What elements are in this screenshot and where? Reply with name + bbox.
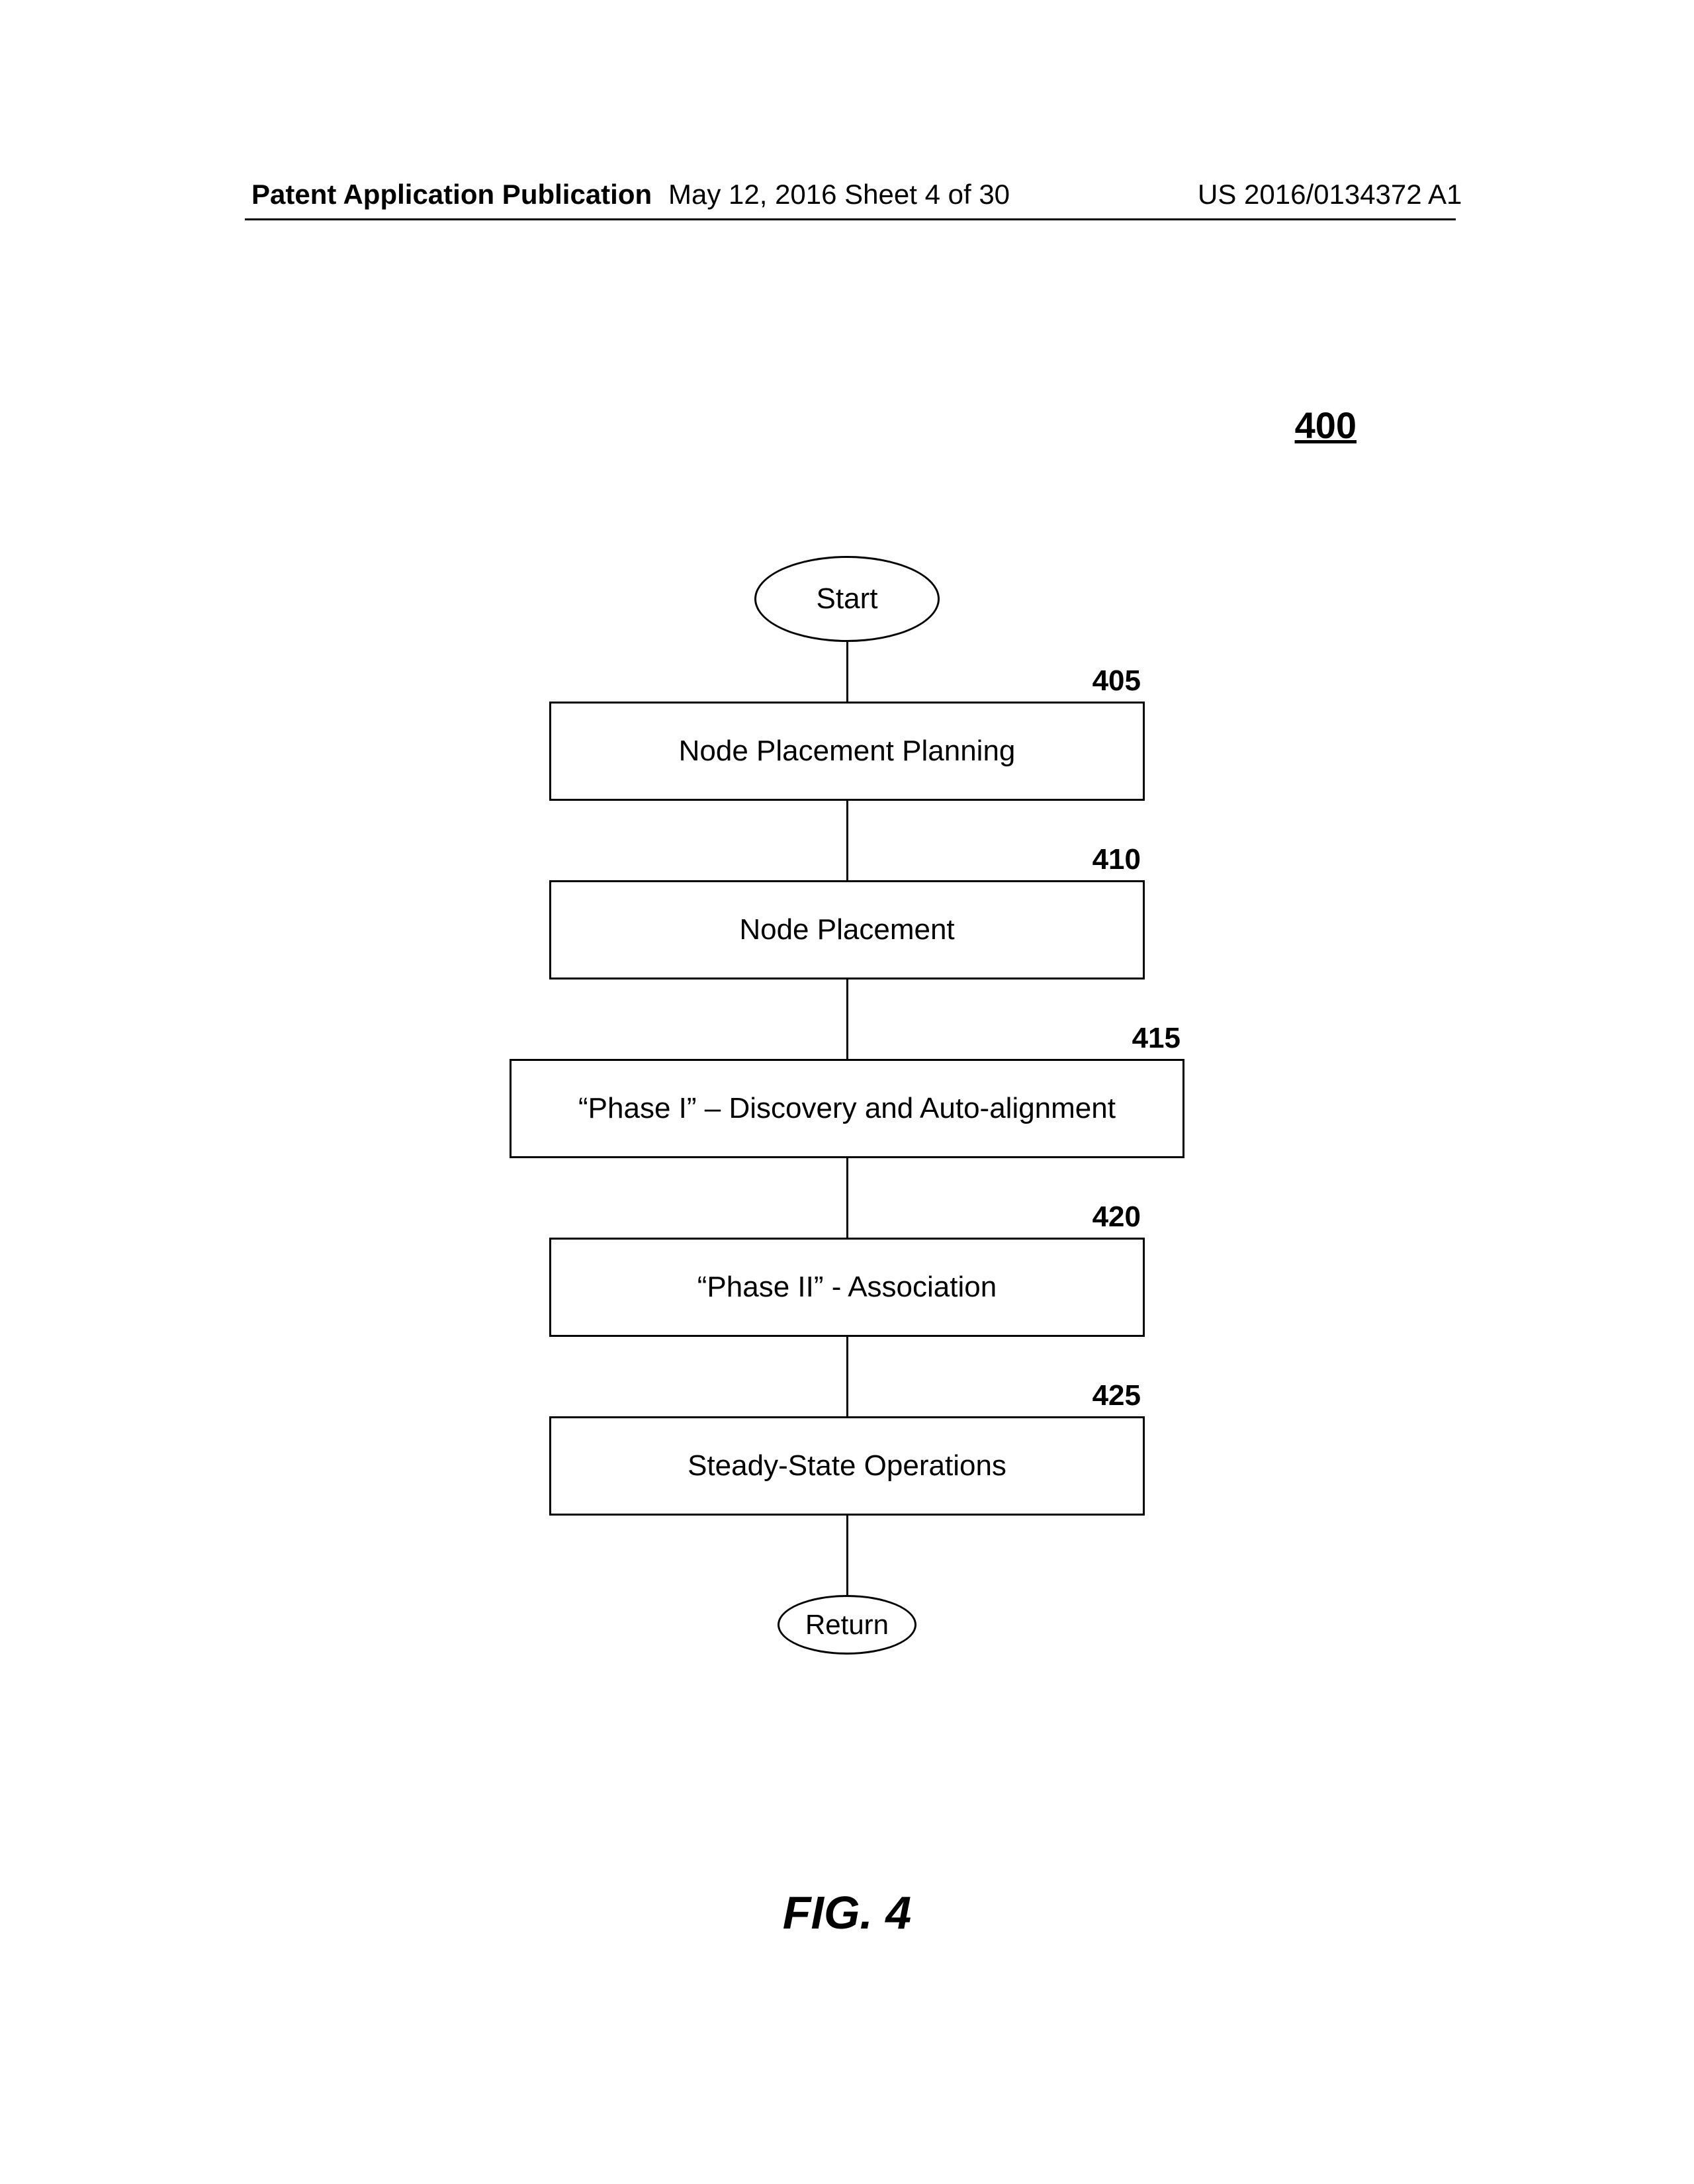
step-reference-label: 425 xyxy=(1092,1379,1141,1412)
step-reference-label: 405 xyxy=(1092,664,1141,698)
connector xyxy=(846,1337,848,1416)
step-reference-label: 420 xyxy=(1092,1201,1141,1234)
header-pub-number: US 2016/0134372 A1 xyxy=(1198,179,1462,210)
flowchart: Start405Node Placement Planning410Node P… xyxy=(510,556,1184,1655)
connector xyxy=(846,1516,848,1595)
connector xyxy=(846,1158,848,1238)
header-divider xyxy=(245,218,1456,220)
process-box: Steady-State Operations xyxy=(549,1416,1145,1516)
start-terminal: Start xyxy=(754,556,940,642)
figure-caption: FIG. 4 xyxy=(783,1886,911,1939)
connector xyxy=(846,979,848,1059)
connector xyxy=(846,801,848,880)
process-step: 415“Phase I” – Discovery and Auto-alignm… xyxy=(510,1059,1184,1158)
process-box: “Phase II” - Association xyxy=(549,1238,1145,1337)
return-terminal: Return xyxy=(778,1595,916,1655)
process-step: 410Node Placement xyxy=(549,880,1145,979)
header-date-sheet: May 12, 2016 Sheet 4 of 30 xyxy=(668,179,1010,210)
step-reference-label: 410 xyxy=(1092,843,1141,876)
process-box: Node Placement Planning xyxy=(549,702,1145,801)
connector xyxy=(846,642,848,702)
process-step: 405Node Placement Planning xyxy=(549,702,1145,801)
step-reference-label: 415 xyxy=(1132,1022,1181,1055)
process-box: Node Placement xyxy=(549,880,1145,979)
process-box: “Phase I” – Discovery and Auto-alignment xyxy=(510,1059,1184,1158)
patent-page: Patent Application Publication May 12, 2… xyxy=(0,0,1694,2184)
process-step: 420“Phase II” - Association xyxy=(549,1238,1145,1337)
process-step: 425Steady-State Operations xyxy=(549,1416,1145,1516)
figure-reference-number: 400 xyxy=(1295,404,1357,447)
header-publication-type: Patent Application Publication xyxy=(251,179,652,210)
